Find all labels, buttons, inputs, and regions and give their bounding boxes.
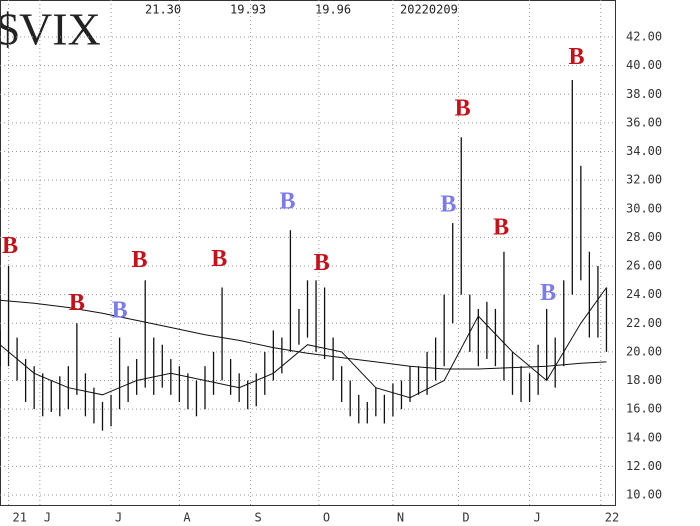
- x-tick-label: O: [323, 511, 330, 525]
- header-value: 19.96: [315, 3, 351, 17]
- x-tick-label: N: [397, 511, 404, 525]
- x-tick-label: J: [115, 511, 122, 525]
- header-value: 19.93: [230, 3, 266, 17]
- y-tick-label: 20.00: [626, 344, 662, 358]
- x-tick-label: J: [44, 511, 51, 525]
- moving-average: [0, 299, 607, 370]
- y-tick-label: 12.00: [626, 459, 662, 473]
- signal-marker: B: [211, 246, 227, 272]
- y-tick-label: 22.00: [626, 316, 662, 330]
- plot-frame: [0, 0, 616, 506]
- signal-marker: B: [440, 191, 456, 217]
- header-value: 20220209: [400, 3, 458, 17]
- x-tick-label: J: [534, 511, 541, 525]
- signal-marker: B: [455, 95, 471, 121]
- y-tick-label: 38.00: [626, 87, 662, 101]
- moving-average: [0, 287, 607, 399]
- y-tick-label: 36.00: [626, 115, 662, 129]
- x-tick-label: 22: [605, 511, 619, 525]
- header-value: 21.30: [145, 3, 181, 17]
- signal-marker: B: [540, 280, 556, 306]
- y-tick-label: 26.00: [626, 259, 662, 273]
- x-tick-label: S: [255, 511, 262, 525]
- y-tick-label: 34.00: [626, 144, 662, 158]
- x-tick-label: D: [462, 511, 469, 525]
- signal-marker: B: [112, 297, 128, 323]
- signal-marker: B: [132, 247, 148, 273]
- x-tick-label: A: [183, 511, 191, 525]
- y-tick-label: 24.00: [626, 287, 662, 301]
- y-tick-label: 42.00: [626, 30, 662, 44]
- y-tick-label: 30.00: [626, 201, 662, 215]
- y-tick-label: 16.00: [626, 402, 662, 416]
- y-tick-label: 32.00: [626, 173, 662, 187]
- chart-title: $VIX: [0, 4, 101, 55]
- signal-marker: B: [2, 233, 18, 259]
- signal-marker: B: [569, 44, 585, 70]
- y-tick-label: 18.00: [626, 373, 662, 387]
- signal-marker: B: [314, 250, 330, 276]
- y-tick-label: 10.00: [626, 488, 662, 502]
- y-tick-label: 28.00: [626, 230, 662, 244]
- y-tick-label: 40.00: [626, 58, 662, 72]
- signal-marker: B: [280, 189, 296, 215]
- signal-marker: B: [493, 214, 509, 240]
- x-tick-label: 21: [13, 511, 27, 525]
- signal-marker: B: [69, 290, 85, 316]
- y-tick-label: 14.00: [626, 430, 662, 444]
